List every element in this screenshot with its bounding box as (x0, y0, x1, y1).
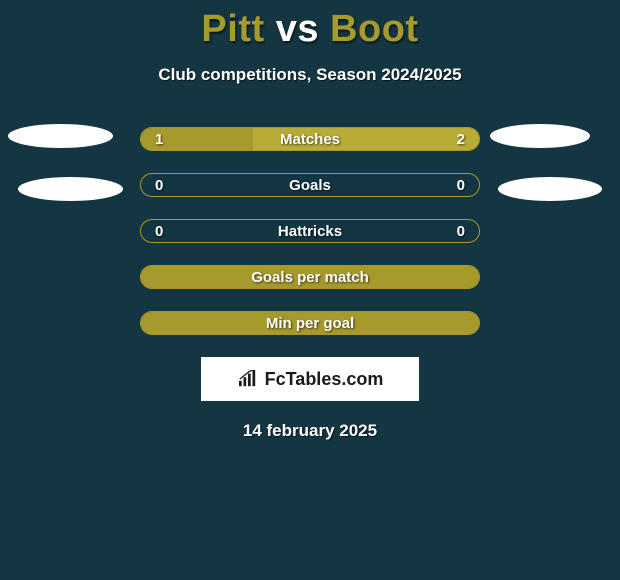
logo-box: FcTables.com (201, 357, 419, 401)
avatar-blob-2 (490, 124, 590, 148)
stat-bar: Hattricks 0 0 (140, 219, 480, 243)
subtitle: Club competitions, Season 2024/2025 (0, 65, 620, 85)
stats-container: Matches 1 2 Goals 0 0 Hattricks 0 0 Goals per mat… (140, 127, 480, 335)
stat-left-value: 0 (155, 223, 163, 240)
stat-bar: Min per goal (140, 311, 480, 335)
avatar-blob-3 (498, 177, 602, 201)
avatar-blob-1 (18, 177, 123, 201)
stats-icon (237, 370, 259, 388)
stat-label: Goals per match (251, 269, 369, 286)
stat-label: Min per goal (266, 315, 354, 332)
page-title: Pitt vs Boot (0, 0, 620, 51)
stat-bar: Matches 1 2 (140, 127, 480, 151)
stat-bar: Goals 0 0 (140, 173, 480, 197)
stat-label: Hattricks (278, 223, 342, 240)
date: 14 february 2025 (0, 421, 620, 441)
title-vs: vs (276, 8, 319, 50)
title-player1: Pitt (201, 8, 264, 50)
title-player2: Boot (330, 8, 419, 50)
stat-left-value: 0 (155, 177, 163, 194)
stat-right-value: 2 (457, 131, 465, 148)
stat-label: Goals (289, 177, 331, 194)
stat-right-value: 0 (457, 223, 465, 240)
stat-left-value: 1 (155, 131, 163, 148)
avatar-blob-0 (8, 124, 113, 148)
stat-right-value: 0 (457, 177, 465, 194)
stat-bar: Goals per match (140, 265, 480, 289)
stat-label: Matches (280, 131, 340, 148)
logo-text: FcTables.com (265, 369, 384, 390)
